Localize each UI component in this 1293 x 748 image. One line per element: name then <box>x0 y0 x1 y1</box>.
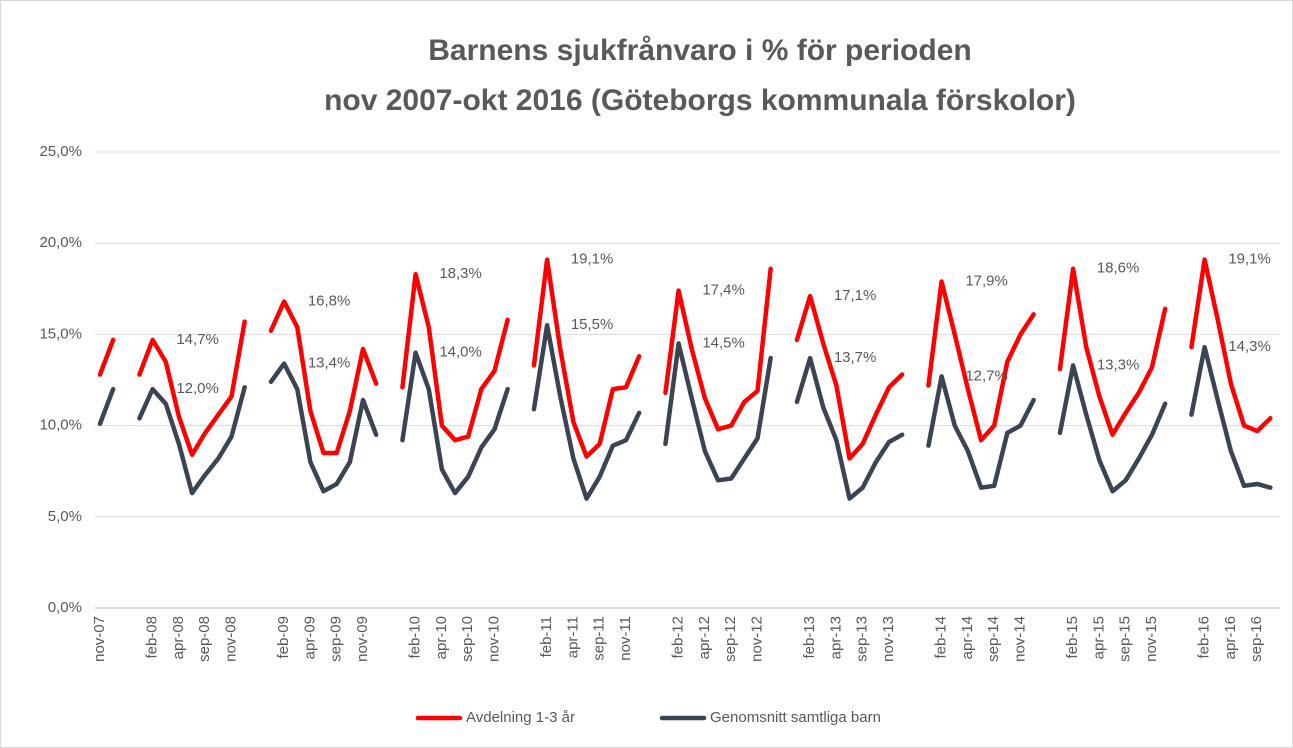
series-line <box>97 323 1273 501</box>
data-label: 19,1% <box>1228 251 1271 268</box>
x-tick-label: apr-16 <box>1222 616 1239 659</box>
x-tick-label: feb-10 <box>407 616 424 659</box>
x-tick-label: apr-08 <box>170 616 187 659</box>
data-label: 18,3% <box>439 265 482 282</box>
series-line <box>97 257 1273 461</box>
x-tick-label: apr-09 <box>301 616 318 659</box>
x-tick-label: feb-14 <box>933 616 950 659</box>
data-label: 13,4% <box>308 355 351 372</box>
x-tick-label: nov-11 <box>617 616 634 661</box>
x-tick-label: sep-09 <box>328 616 345 662</box>
y-tick-label: 5,0% <box>48 508 82 525</box>
y-tick-label: 0,0% <box>48 599 82 616</box>
legend-label: Genomsnitt samtliga barn <box>710 709 881 726</box>
data-label: 14,3% <box>1228 338 1271 355</box>
data-label: 14,0% <box>439 344 482 361</box>
data-label: 14,7% <box>176 331 219 348</box>
x-tick-label: feb-11 <box>538 616 555 657</box>
x-tick-label: sep-13 <box>854 616 871 662</box>
x-tick-label: feb-15 <box>1064 616 1081 659</box>
x-tick-label: apr-13 <box>827 616 844 659</box>
x-tick-label: apr-15 <box>1090 616 1107 659</box>
chart-title: nov 2007-okt 2016 (Göteborgs kommunala f… <box>324 84 1076 117</box>
data-label: 13,7% <box>834 349 877 366</box>
chart-title: Barnens sjukfrånvaro i % för perioden <box>428 34 971 67</box>
data-label: 18,6% <box>1097 260 1140 277</box>
x-tick-label: sep-15 <box>1117 616 1134 662</box>
data-label: 17,9% <box>965 272 1008 289</box>
x-tick-label: feb-08 <box>144 616 161 659</box>
x-tick-label: feb-13 <box>801 616 818 659</box>
x-tick-label: sep-16 <box>1248 616 1265 662</box>
x-tick-label: apr-11 <box>564 616 581 658</box>
y-tick-label: 25,0% <box>39 143 82 160</box>
x-tick-label: nov-10 <box>485 616 502 662</box>
x-tick-label: nov-08 <box>222 616 239 662</box>
x-tick-label: apr-14 <box>959 616 976 659</box>
x-tick-label: feb-12 <box>670 616 687 659</box>
data-label: 17,1% <box>834 287 877 304</box>
data-label: 13,3% <box>1097 356 1140 373</box>
y-tick-label: 10,0% <box>39 417 82 434</box>
x-tick-label: sep-14 <box>985 616 1002 662</box>
x-tick-label: sep-11 <box>591 616 608 661</box>
x-tick-label: nov-13 <box>880 616 897 662</box>
data-label: 12,7% <box>965 367 1008 384</box>
data-label: 14,5% <box>702 334 745 351</box>
x-tick-label: apr-10 <box>433 616 450 659</box>
data-label: 16,8% <box>308 293 351 310</box>
x-tick-label: sep-12 <box>722 616 739 662</box>
data-label: 17,4% <box>702 282 745 299</box>
x-tick-label: sep-08 <box>196 616 213 662</box>
x-tick-label: feb-16 <box>1196 616 1213 659</box>
legend-label: Avdelning 1-3 år <box>466 709 575 726</box>
x-tick-label: nov-14 <box>1011 616 1028 662</box>
x-tick-label: nov-07 <box>91 616 108 662</box>
data-label: 15,5% <box>571 316 614 333</box>
data-label: 12,0% <box>176 380 219 397</box>
x-tick-label: nov-15 <box>1143 616 1160 662</box>
data-label: 19,1% <box>571 251 614 268</box>
x-tick-label: nov-09 <box>354 616 371 662</box>
x-tick-label: nov-12 <box>748 616 765 662</box>
y-tick-label: 15,0% <box>39 325 82 342</box>
x-tick-label: feb-09 <box>275 616 292 659</box>
y-tick-label: 20,0% <box>39 234 82 251</box>
x-tick-label: sep-10 <box>459 616 476 662</box>
x-tick-label: apr-12 <box>696 616 713 659</box>
